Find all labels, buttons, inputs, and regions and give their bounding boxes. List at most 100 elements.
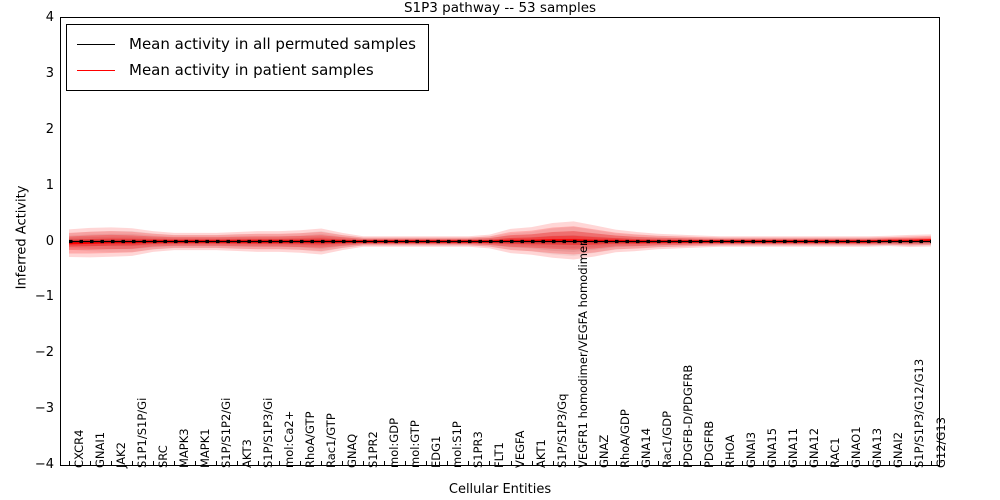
x-tick-mark (405, 461, 407, 466)
x-tick-label: AKT1 (534, 439, 549, 468)
x-tick-mark (888, 461, 890, 466)
x-tick-label: Rac1/GTP (323, 413, 338, 468)
x-tick-label: JAK2 (113, 442, 128, 468)
x-tick-mark (909, 461, 911, 466)
x-tick-label: EDG1 (428, 435, 443, 468)
x-tick-mark (489, 461, 491, 466)
x-axis-title: Cellular Entities (448, 482, 552, 497)
x-tick-label: mol:GTP (407, 420, 422, 468)
x-tick-label: PDGFB-D/PDGFRB (681, 364, 696, 468)
x-tick-mark (846, 461, 848, 466)
x-tick-label: VEGFA (513, 430, 527, 468)
x-tick-label: RHOA (723, 434, 738, 468)
chart-title: S1P3 pathway -- 53 samples (403, 0, 597, 16)
x-tick-label: S1P/S1P3/G12/G13 (912, 358, 927, 468)
x-tick-label: CXCR4 (71, 429, 86, 468)
x-tick-label: S1PR3 (470, 431, 485, 468)
x-tick-label: GNA13 (870, 427, 885, 468)
x-tick-mark (258, 461, 260, 466)
x-tick-label: RhoA/GDP (618, 409, 633, 468)
x-tick-mark (573, 461, 575, 466)
x-tick-mark (678, 461, 680, 466)
x-tick-mark (531, 461, 533, 466)
x-tick-mark (216, 461, 218, 466)
x-tick-label: mol:Ca2+ (281, 410, 296, 468)
x-tick-label: S1PR2 (365, 431, 380, 468)
x-tick-mark (783, 461, 785, 466)
y-tick-label: −4 (34, 457, 54, 472)
x-tick-label: mol:S1P (449, 421, 464, 468)
x-tick-mark (153, 461, 155, 466)
y-tick-label: −1 (34, 289, 54, 305)
x-tick-label: RAC1 (828, 437, 843, 468)
legend-item-permuted: Mean activity in all permuted samples (77, 31, 416, 57)
legend-label-permuted: Mean activity in all permuted samples (129, 35, 416, 53)
x-tick-label: Rac1/GDP (660, 410, 675, 468)
x-tick-label: GNA11 (786, 427, 801, 468)
x-tick-mark (468, 461, 470, 466)
x-tick-mark (321, 461, 323, 466)
x-tick-label: GNAQ (344, 433, 359, 468)
x-tick-label: PDGFRB (702, 420, 717, 468)
x-tick-mark (279, 461, 281, 466)
legend-line-black-icon (77, 43, 115, 45)
y-tick-label: −2 (34, 345, 54, 361)
x-tick-mark (384, 461, 386, 466)
x-tick-label: S1P/S1P3/Gi (260, 397, 275, 468)
series-canvas (68, 221, 932, 260)
x-tick-mark (363, 461, 365, 466)
plot-area (60, 17, 940, 466)
x-tick-mark (510, 461, 512, 466)
x-tick-label: GNA14 (639, 427, 654, 468)
x-tick-label: S1P/S1P2/Gi (218, 397, 233, 468)
x-tick-label: GNAI3 (744, 431, 759, 468)
x-tick-label: GNAO1 (849, 426, 864, 468)
x-tick-label: S1P1/S1P/Gi (134, 397, 149, 468)
x-tick-mark (699, 461, 701, 466)
x-tick-label: RhoA/GTP (302, 411, 317, 468)
x-tick-mark (825, 461, 827, 466)
x-tick-mark (720, 461, 722, 466)
y-tick-label: 2 (45, 121, 54, 137)
x-tick-label: MAPK3 (176, 428, 191, 468)
x-tick-mark (447, 461, 449, 466)
x-tick-mark (931, 461, 932, 466)
x-tick-label: SRC (155, 445, 170, 468)
x-tick-label: VEGFR1 homodimer/VEGFA homodimer (576, 241, 591, 468)
x-tick-label: GNA12 (807, 427, 822, 468)
y-tick-label: 0 (45, 233, 54, 249)
legend-line-red-icon (77, 69, 115, 71)
x-tick-label: MAPK1 (197, 428, 212, 468)
x-tick-label: G12/G13 (933, 417, 948, 468)
x-tick-mark (867, 461, 869, 466)
legend-label-patient: Mean activity in patient samples (129, 61, 374, 79)
chart-legend: Mean activity in all permuted samples Me… (66, 24, 429, 91)
x-tick-mark (741, 461, 743, 466)
x-tick-mark (804, 461, 806, 466)
y-tick-label: 1 (45, 177, 54, 193)
x-tick-label: AKT3 (239, 439, 254, 468)
x-tick-label: mol:GDP (386, 417, 401, 468)
x-tick-label: GNA15 (765, 427, 780, 468)
y-tick-label: 4 (45, 10, 54, 25)
x-tick-label: GNAI2 (891, 431, 906, 468)
y-tick-label: −3 (34, 401, 54, 417)
x-tick-label: GNAZ (597, 434, 612, 468)
x-tick-label: GNAI1 (92, 431, 107, 468)
x-tick-mark (69, 461, 70, 466)
legend-item-patient: Mean activity in patient samples (77, 57, 416, 83)
x-tick-mark (426, 461, 428, 466)
x-tick-label: FLT1 (491, 442, 506, 468)
x-tick-mark (132, 461, 134, 466)
x-tick-mark (195, 461, 197, 466)
y-tick-label: 3 (45, 65, 54, 81)
x-tick-mark (594, 461, 596, 466)
x-tick-mark (636, 461, 638, 466)
x-tick-mark (342, 461, 344, 466)
x-tick-mark (237, 461, 239, 466)
plot-canvas (61, 18, 939, 465)
x-tick-mark (552, 461, 554, 466)
x-tick-label: S1P/S1P3/Gq (555, 393, 570, 468)
x-tick-mark (615, 461, 617, 466)
